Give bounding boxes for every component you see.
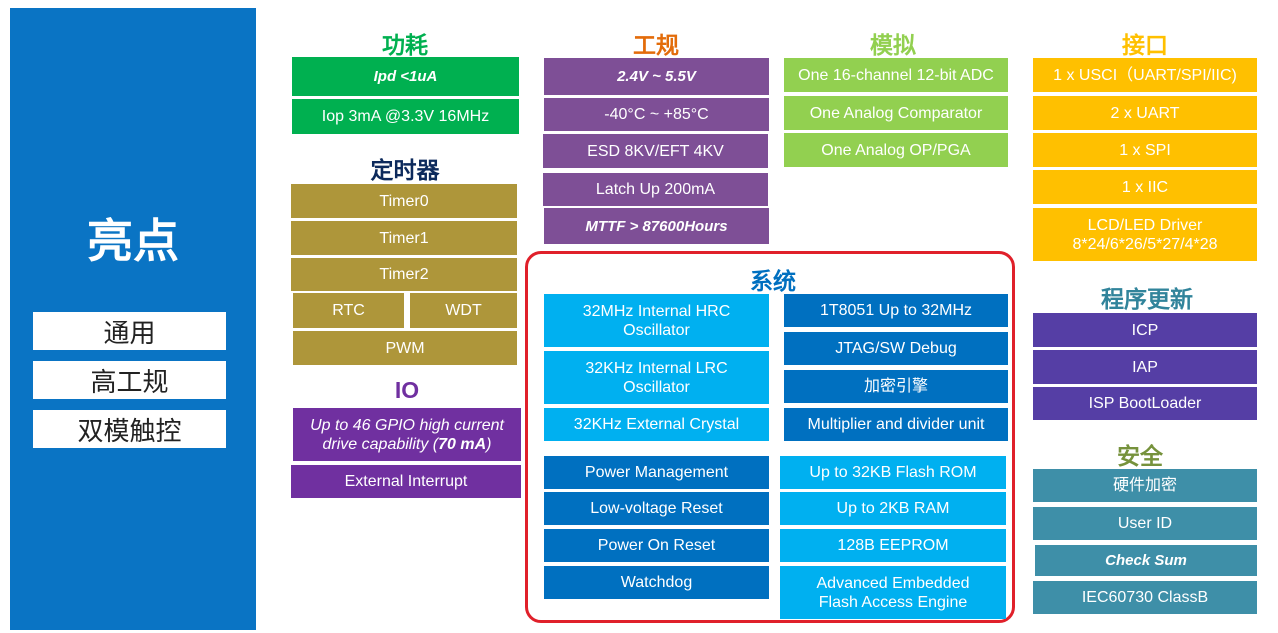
- io-gpio-text: Up to 46 GPIO high current drive capabil…: [310, 416, 504, 453]
- security-title: 安全: [1117, 443, 1163, 469]
- interface-item: 1 x IIC: [1033, 170, 1257, 204]
- system-clock-item: 32MHz Internal HRC Oscillator: [544, 294, 769, 347]
- reliability-item: 2.4V ~ 5.5V: [544, 58, 769, 95]
- interface-item: 1 x SPI: [1033, 133, 1257, 167]
- system-core-item: JTAG/SW Debug: [784, 332, 1008, 365]
- io-gpio-close: ): [486, 435, 492, 453]
- update-title: 程序更新: [1101, 286, 1193, 312]
- highlight-general: 通用: [33, 312, 226, 350]
- system-frame: [525, 251, 1015, 623]
- system-clock-item: 32KHz Internal LRC Oscillator: [544, 351, 769, 404]
- io-title: IO: [394, 377, 420, 403]
- system-memory-item: 128B EEPROM: [780, 529, 1006, 562]
- highlight-dual-touch: 双模触控: [33, 410, 226, 448]
- system-power-item: Watchdog: [544, 566, 769, 599]
- power-title: 功耗: [382, 32, 428, 58]
- timer-item: Timer1: [291, 221, 517, 255]
- system-clock-item: 32KHz External Crystal: [544, 408, 769, 441]
- system-memory-item: Up to 2KB RAM: [780, 492, 1006, 525]
- update-item: ICP: [1033, 313, 1257, 347]
- reliability-title: 工规: [633, 32, 679, 58]
- update-item: ISP BootLoader: [1033, 387, 1257, 420]
- timer-title: 定时器: [370, 157, 440, 183]
- system-memory-item: Advanced Embedded Flash Access Engine: [780, 566, 1006, 619]
- power-item: Ipd <1uA: [292, 57, 519, 96]
- timer-item: Timer2: [291, 258, 517, 291]
- highlights-title: 亮点: [87, 215, 179, 267]
- io-item: Up to 46 GPIO high current drive capabil…: [293, 408, 521, 461]
- system-core-item: 加密引擎: [784, 370, 1008, 403]
- analog-item: One 16-channel 12-bit ADC: [784, 58, 1008, 92]
- timer-item: PWM: [293, 331, 517, 365]
- system-power-item: Power On Reset: [544, 529, 769, 562]
- power-item: Iop 3mA @3.3V 16MHz: [292, 99, 519, 134]
- reliability-item: -40°C ~ +85°C: [544, 98, 769, 131]
- timer-item: RTC: [293, 293, 404, 328]
- update-item: IAP: [1033, 350, 1257, 384]
- reliability-item: ESD 8KV/EFT 4KV: [543, 134, 768, 168]
- security-item: IEC60730 ClassB: [1033, 581, 1257, 614]
- security-item: User ID: [1033, 507, 1257, 540]
- system-title: 系统: [750, 268, 796, 294]
- system-power-item: Power Management: [544, 456, 769, 489]
- interface-item: 2 x UART: [1033, 96, 1257, 130]
- io-item: External Interrupt: [291, 465, 521, 498]
- system-power-item: Low-voltage Reset: [544, 492, 769, 525]
- analog-item: One Analog Comparator: [784, 96, 1008, 130]
- analog-item: One Analog OP/PGA: [784, 133, 1008, 167]
- system-core-item: 1T8051 Up to 32MHz: [784, 294, 1008, 327]
- security-item: 硬件加密: [1033, 469, 1257, 502]
- analog-title: 模拟: [870, 32, 916, 58]
- interface-item: 1 x USCI（UART/SPI/IIC): [1033, 58, 1257, 92]
- reliability-item: Latch Up 200mA: [543, 173, 768, 206]
- security-item: Check Sum: [1035, 545, 1257, 576]
- io-gpio-current: 70 mA: [438, 435, 487, 453]
- lcd-driver-label: LCD/LED Driver: [1087, 216, 1203, 234]
- timer-item: Timer0: [291, 184, 517, 218]
- system-core-item: Multiplier and divider unit: [784, 408, 1008, 441]
- interface-title: 接口: [1122, 32, 1168, 58]
- system-memory-item: Up to 32KB Flash ROM: [780, 456, 1006, 489]
- lcd-driver-config: 8*24/6*26/5*27/4*28: [1072, 235, 1218, 253]
- reliability-item: MTTF > 87600Hours: [544, 208, 769, 244]
- interface-item-lcd: LCD/LED Driver 8*24/6*26/5*27/4*28: [1033, 208, 1257, 261]
- timer-item: WDT: [410, 293, 517, 328]
- highlight-industrial: 高工规: [33, 361, 226, 399]
